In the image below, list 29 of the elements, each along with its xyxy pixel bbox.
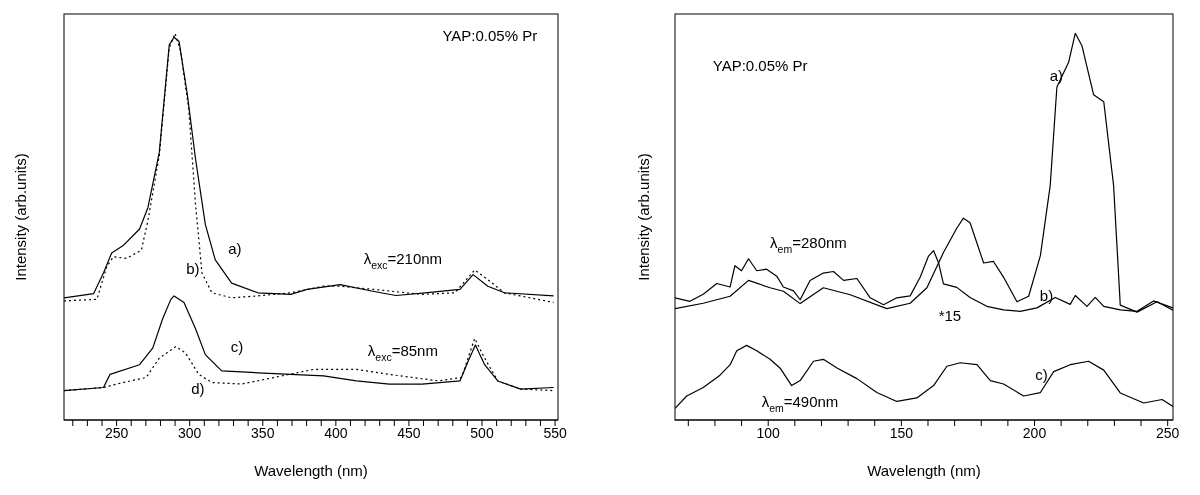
x-tick-label: 450 xyxy=(397,424,421,441)
annotation: d) xyxy=(191,379,205,397)
annotation: a) xyxy=(1049,66,1064,84)
x-tick-label: 250 xyxy=(1155,424,1180,441)
annotation: b) xyxy=(1039,287,1054,305)
x-tick-label: 100 xyxy=(756,424,781,441)
annotation: c) xyxy=(1035,365,1048,383)
x-tick-label: 200 xyxy=(1022,424,1047,441)
annotation: YAP:0.05% Pr xyxy=(712,57,808,75)
annotation: λ$_{em}$=490nm xyxy=(761,392,839,414)
x-tick-label: 550 xyxy=(543,424,567,441)
x-tick-label: 500 xyxy=(470,424,494,441)
annotation: b) xyxy=(186,260,200,278)
y-axis-title: Intensity (arb.units) xyxy=(635,153,652,281)
x-tick-label: 350 xyxy=(251,424,275,441)
y-axis-title: Intensity (arb.units) xyxy=(12,153,29,281)
x-axis-title: Wavelength (nm) xyxy=(867,462,981,479)
x-tick-label: 250 xyxy=(104,424,129,441)
x-tick-label: 150 xyxy=(889,424,914,441)
x-axis-title: Wavelength (nm) xyxy=(254,462,368,479)
annotation: a) xyxy=(228,239,242,257)
annotation: c) xyxy=(230,338,244,356)
x-tick-label: 400 xyxy=(324,424,348,441)
annotation: λ$_{em}$=280nm xyxy=(770,233,847,255)
annotation: λ$_{exc}$=85nm xyxy=(367,342,438,363)
annotation: *15 xyxy=(938,307,962,325)
annotation: YAP:0.05% Pr xyxy=(442,27,538,45)
annotation: λ$_{exc}$=210nm xyxy=(363,250,443,271)
x-tick-label: 300 xyxy=(178,424,202,441)
